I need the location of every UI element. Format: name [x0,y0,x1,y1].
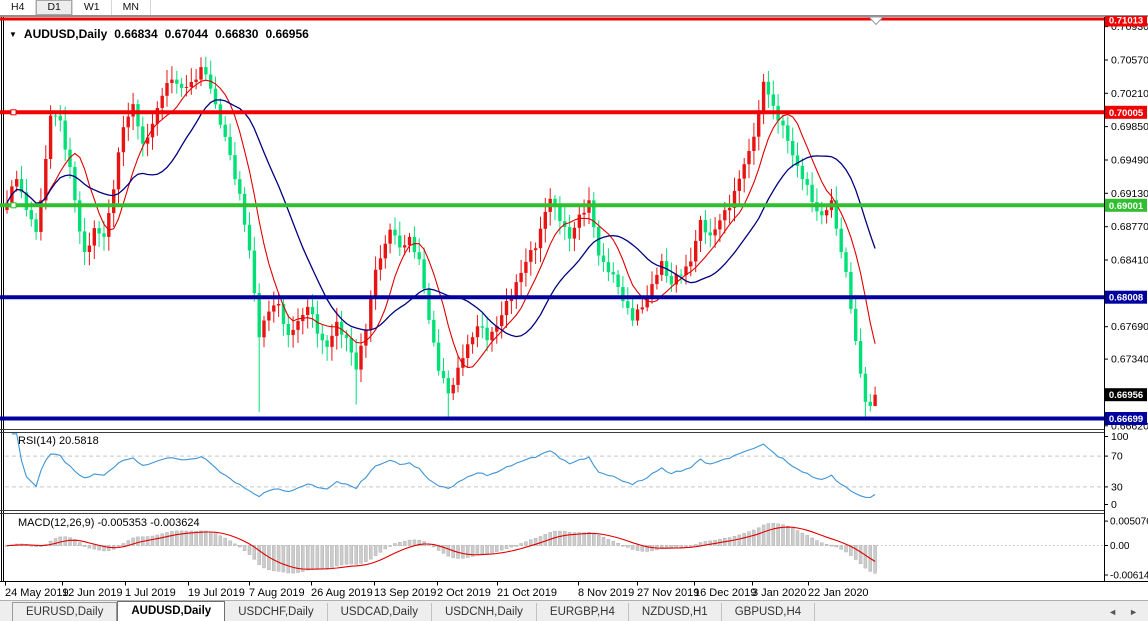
price-badge-label: 0.69001 [1109,201,1144,212]
pane-borders [0,16,1148,582]
rsi-axis-tick-label: 100 [1111,431,1129,443]
price-badge-label: 0.68008 [1109,293,1143,304]
macd-axis-tick-label: 0.00 [1110,541,1130,552]
symbol-collapse-icon[interactable]: ▼ [9,30,17,39]
tabs-scroll-left-icon[interactable]: ◄ [1108,607,1118,617]
price-badge [1105,105,1147,119]
quote-open: 0.66834 [114,27,158,41]
price-badge [1105,198,1147,212]
hline-anchor[interactable] [10,202,17,209]
symbol-tabs: EURUSD,Daily AUDUSD,Daily USDCHF,Daily USDC… [0,601,816,621]
chart-title: ▼ AUDUSD,Daily 0.66834 0.67044 0.66830 0.6695… [9,27,316,41]
price-badge-label: 0.71013 [1109,16,1143,27]
macd-axis-tick-label: 0.005076 [1110,517,1148,528]
candlestick-series [5,56,877,419]
rsi-axis-tick-label: 30 [1111,481,1123,493]
symbol-tab-usdcad-daily[interactable]: USDCAD,Daily [328,603,432,621]
quote-low: 0.66830 [215,27,259,41]
price-badge [1105,388,1147,402]
timeframe-tab-h4[interactable]: H4 [0,0,37,15]
macd-axis-tick-label: -0.006148 [1110,571,1148,582]
price-axis: 0.70930 0.70570 0.70210 0.69850 0.69490 0.691… [1104,13,1148,582]
symbol-tab-gbpusd-h4[interactable]: GBPUSD,H4 [722,603,816,621]
date-axis-label: 1 Jul 2019 [125,587,176,599]
date-axis-label: 22 Jan 2020 [808,587,869,599]
symbol-tab-eurusd-daily[interactable]: EURUSD,Daily [12,602,118,621]
date-axis-label: 24 May 2019 [5,587,69,599]
date-axis-label: 27 Nov 2019 [637,587,699,599]
quote-high: 0.67044 [164,27,209,41]
timeframe-tab-mn[interactable]: MN [112,0,151,15]
date-axis-label: 13 Sep 2019 [374,587,436,599]
symbol-tab-usdcnh-daily[interactable]: USDCNH,Daily [432,603,537,621]
price-axis-tick-label: 0.69130 [1111,188,1148,200]
price-axis-tick-label: 0.67340 [1111,354,1148,366]
price-badge [1105,290,1147,304]
date-axis-label: 21 Oct 2019 [497,587,557,599]
tabs-scroll-right-icon[interactable]: ► [1129,607,1138,617]
symbol-tab-nzdusd-h1[interactable]: NZDUSD,H1 [629,603,722,621]
macd-histogram [5,523,877,574]
macd-signal-line [6,526,876,570]
date-axis-label: 7 Aug 2019 [249,587,305,599]
price-axis-tick-label: 0.67690 [1111,321,1148,333]
rsi-axis-tick-label: 0 [1111,499,1117,511]
ma-slow-line [6,99,876,338]
price-badge-label: 0.66699 [1109,414,1143,425]
date-axis-label: 26 Aug 2019 [311,587,373,599]
price-axis-tick-label: 0.70930 [1111,21,1148,33]
rsi-line [11,433,876,499]
chart-shift-marker[interactable] [867,16,885,26]
timeframe-tab-w1[interactable]: W1 [73,0,112,15]
quote-close: 0.66956 [265,27,309,41]
tab-scroll-controls: ◄ ► [1108,602,1148,621]
price-badge-label: 0.70005 [1109,108,1144,119]
symbol-tab-eurgbp-h4[interactable]: EURGBP,H4 [537,603,629,621]
date-axis-label: 12 Jun 2019 [62,587,123,599]
price-badge [1105,412,1147,425]
chart-canvas[interactable]: 0.70930 0.70570 0.70210 0.69850 0.69490 0.691… [0,0,1148,600]
symbol-tab-audusd-daily[interactable]: AUDUSD,Daily [117,601,226,621]
price-badge-label: 0.66956 [1109,390,1143,401]
date-axis-label: 2 Oct 2019 [437,587,491,599]
price-badge [1105,13,1147,27]
macd-indicator-label: MACD(12,26,9) -0.005353 -0.003624 [18,517,200,529]
timeframe-tab-d1[interactable]: D1 [36,0,73,15]
chart-symbol-label: AUDUSD,Daily [23,27,108,41]
price-axis-tick-label: 0.70570 [1111,55,1148,67]
price-axis-tick-label: 0.70210 [1111,88,1148,100]
rsi-axis-tick-label: 70 [1111,451,1123,463]
symbol-tabbar: EURUSD,Daily AUDUSD,Daily USDCHF,Daily USDC… [0,600,1148,621]
symbol-tab-usdchf-daily[interactable]: USDCHF,Daily [225,603,328,621]
price-axis-tick-label: 0.68410 [1111,255,1148,267]
hline-anchor[interactable] [10,109,17,116]
date-axis-label: 3 Jan 2020 [752,587,806,599]
rsi-indicator-label: RSI(14) 20.5818 [18,435,99,447]
date-axis-label: 8 Nov 2019 [578,587,634,599]
date-axis-label: 16 Dec 2019 [694,587,756,599]
date-axis-label: 19 Jul 2019 [188,587,245,599]
price-axis-tick-label: 0.69490 [1111,155,1148,167]
price-axis-tick-label: 0.69850 [1111,121,1148,133]
price-axis-tick-label: 0.68770 [1111,221,1148,233]
timeframe-toolbar: H4 D1 W1 MN [0,0,1148,16]
